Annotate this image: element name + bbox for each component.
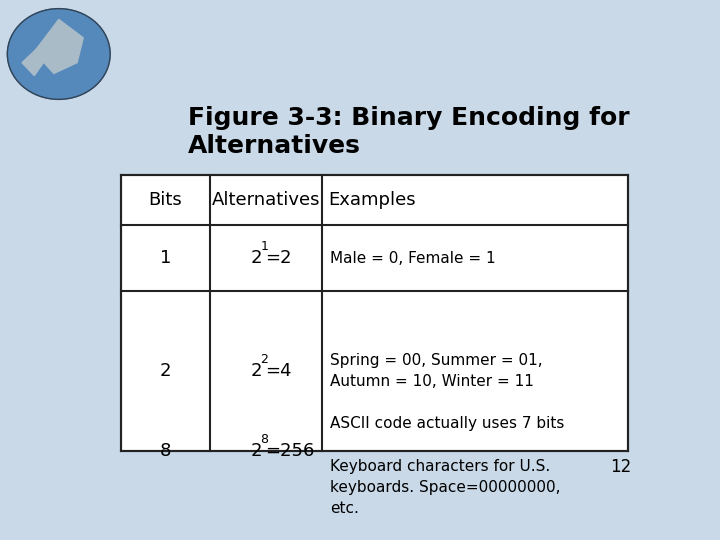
Text: 8: 8 [160,442,171,461]
Text: 2: 2 [160,362,171,381]
Text: 2: 2 [250,249,261,267]
Text: 2: 2 [250,362,261,381]
Text: Spring = 00, Summer = 01,
Autumn = 10, Winter = 11: Spring = 00, Summer = 01, Autumn = 10, W… [330,354,543,389]
Text: =256: =256 [265,442,314,461]
Text: 2: 2 [250,442,261,461]
Text: =2: =2 [265,249,291,267]
Text: 2: 2 [260,353,268,366]
Polygon shape [22,45,47,76]
Text: Alternatives: Alternatives [212,191,320,209]
Text: 1: 1 [160,249,171,267]
Polygon shape [35,19,84,73]
Circle shape [7,9,110,99]
Text: ASCII code actually uses 7 bits: ASCII code actually uses 7 bits [330,416,564,431]
Text: 1: 1 [260,240,268,253]
Text: 12: 12 [610,458,631,476]
FancyBboxPatch shape [121,175,629,451]
Text: Keyboard characters for U.S.
keyboards. Space=00000000,
etc.: Keyboard characters for U.S. keyboards. … [330,459,560,516]
Text: Figure 3-3: Binary Encoding for
Alternatives: Figure 3-3: Binary Encoding for Alternat… [188,106,629,158]
Text: =4: =4 [265,362,291,381]
Text: 8: 8 [260,434,268,447]
Text: Male = 0, Female = 1: Male = 0, Female = 1 [330,251,495,266]
Text: Bits: Bits [148,191,182,209]
Text: Examples: Examples [328,191,416,209]
